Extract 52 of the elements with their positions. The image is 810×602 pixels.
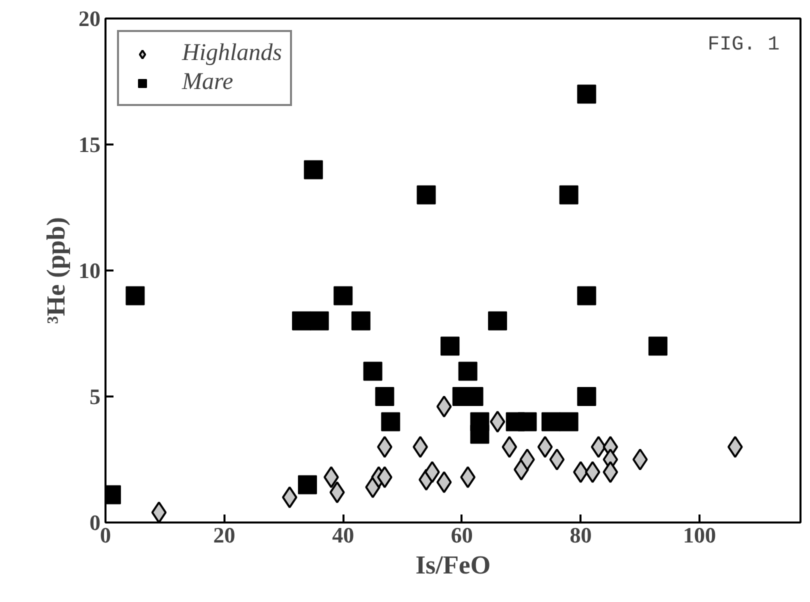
x-tick-label: 80 — [570, 522, 592, 548]
annotation: FIG. 1 — [708, 34, 780, 57]
point — [632, 448, 648, 470]
point — [334, 286, 353, 306]
point — [488, 311, 508, 330]
x-axis-title: Is/FeO — [415, 550, 491, 580]
point — [470, 424, 490, 444]
point — [648, 336, 668, 356]
point — [304, 160, 323, 180]
point — [460, 466, 476, 488]
point — [590, 436, 606, 458]
point — [292, 311, 312, 330]
point — [363, 362, 382, 381]
point — [458, 362, 478, 381]
point — [542, 412, 561, 432]
y-tick-label: 5 — [90, 384, 100, 409]
point — [584, 461, 600, 484]
point — [537, 436, 553, 458]
point — [727, 436, 743, 458]
point — [310, 311, 329, 330]
y-tick-label: 15 — [78, 132, 100, 157]
x-tick-label: 40 — [332, 522, 354, 548]
point — [518, 412, 537, 432]
x-tick-label: 60 — [450, 522, 473, 548]
point — [577, 84, 596, 104]
point — [298, 475, 317, 494]
point — [440, 336, 460, 356]
point — [520, 448, 535, 470]
point — [436, 471, 452, 494]
legend-label: Highlands — [182, 40, 282, 67]
point — [416, 185, 436, 204]
point — [282, 486, 298, 508]
point — [577, 387, 596, 406]
point — [436, 396, 452, 418]
point — [559, 412, 578, 432]
point — [559, 185, 578, 204]
point — [351, 311, 370, 330]
x-tick-label: 20 — [213, 522, 236, 548]
y-tick-label: 20 — [78, 6, 100, 31]
point — [549, 448, 565, 470]
point — [151, 501, 167, 522]
y-tick-label: 10 — [78, 258, 100, 283]
point — [490, 410, 506, 433]
point — [375, 387, 394, 406]
point — [602, 461, 618, 484]
legend-label: Mare — [182, 69, 234, 96]
y-axis-title: ³He (ppb) — [42, 217, 70, 324]
point — [126, 286, 145, 306]
x-tick-label: 100 — [683, 522, 716, 548]
point — [577, 286, 596, 306]
point — [502, 436, 518, 458]
point — [381, 412, 400, 432]
